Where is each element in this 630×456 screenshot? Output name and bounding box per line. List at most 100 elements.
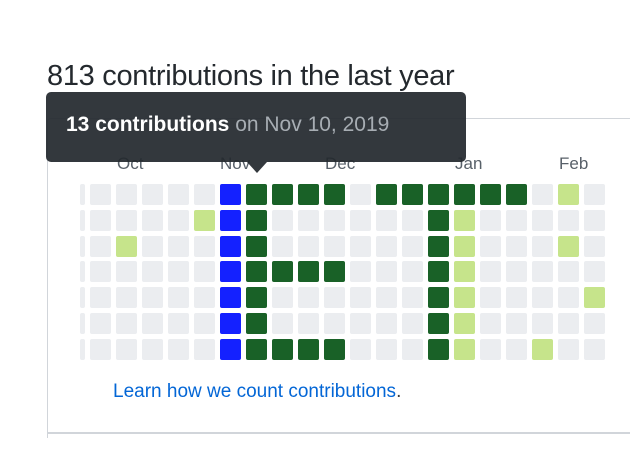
contribution-day[interactable] bbox=[194, 338, 215, 360]
contribution-day[interactable] bbox=[506, 313, 527, 335]
contribution-day[interactable] bbox=[324, 184, 345, 205]
contribution-day[interactable] bbox=[194, 287, 215, 309]
contribution-day[interactable] bbox=[324, 235, 345, 257]
contribution-day[interactable] bbox=[376, 313, 397, 335]
contribution-day[interactable] bbox=[402, 235, 423, 257]
contribution-day[interactable] bbox=[80, 209, 85, 231]
contribution-day[interactable] bbox=[584, 313, 605, 335]
contribution-day[interactable] bbox=[428, 209, 449, 231]
contribution-day[interactable] bbox=[350, 235, 371, 257]
contribution-day[interactable] bbox=[480, 235, 501, 257]
contribution-day[interactable] bbox=[558, 338, 579, 360]
contribution-day[interactable] bbox=[116, 184, 137, 205]
contribution-day[interactable] bbox=[194, 313, 215, 335]
contribution-day[interactable] bbox=[376, 261, 397, 283]
contribution-day[interactable] bbox=[142, 209, 163, 231]
contribution-day[interactable] bbox=[80, 313, 85, 335]
contribution-day[interactable] bbox=[298, 338, 319, 360]
contribution-day[interactable] bbox=[480, 261, 501, 283]
contribution-day[interactable] bbox=[90, 261, 111, 283]
contribution-day[interactable] bbox=[90, 209, 111, 231]
contribution-day[interactable] bbox=[402, 287, 423, 309]
contribution-day[interactable] bbox=[532, 235, 553, 257]
contribution-day[interactable] bbox=[168, 287, 189, 309]
contribution-day[interactable] bbox=[454, 209, 475, 231]
contribution-day-selected[interactable] bbox=[220, 338, 241, 360]
contribution-day[interactable] bbox=[272, 235, 293, 257]
contribution-day[interactable] bbox=[402, 338, 423, 360]
contribution-day[interactable] bbox=[298, 261, 319, 283]
contribution-day[interactable] bbox=[428, 184, 449, 205]
contribution-day[interactable] bbox=[298, 287, 319, 309]
contribution-day[interactable] bbox=[272, 287, 293, 309]
contribution-day[interactable] bbox=[246, 338, 267, 360]
contribution-day[interactable] bbox=[558, 184, 579, 205]
contribution-day[interactable] bbox=[298, 313, 319, 335]
contribution-day[interactable] bbox=[80, 261, 85, 283]
learn-how-we-count-link[interactable]: Learn how we count contributions bbox=[113, 381, 397, 402]
contribution-day[interactable] bbox=[350, 209, 371, 231]
contribution-day[interactable] bbox=[584, 261, 605, 283]
contribution-day[interactable] bbox=[558, 261, 579, 283]
contribution-day[interactable] bbox=[90, 287, 111, 309]
contribution-day[interactable] bbox=[532, 209, 553, 231]
contribution-day-selected[interactable] bbox=[220, 235, 241, 257]
contribution-day[interactable] bbox=[246, 287, 267, 309]
contribution-day[interactable] bbox=[80, 184, 85, 205]
contribution-day[interactable] bbox=[480, 313, 501, 335]
contribution-day[interactable] bbox=[454, 287, 475, 309]
contribution-day[interactable] bbox=[350, 313, 371, 335]
contribution-day[interactable] bbox=[350, 338, 371, 360]
contribution-day[interactable] bbox=[428, 287, 449, 309]
contribution-day[interactable] bbox=[402, 209, 423, 231]
contribution-day[interactable] bbox=[272, 209, 293, 231]
contribution-day[interactable] bbox=[532, 261, 553, 283]
contribution-day[interactable] bbox=[116, 313, 137, 335]
contribution-day-selected[interactable] bbox=[220, 287, 241, 309]
contribution-day[interactable] bbox=[324, 287, 345, 309]
contribution-day-selected[interactable] bbox=[220, 184, 241, 205]
contribution-day[interactable] bbox=[584, 209, 605, 231]
contribution-day[interactable] bbox=[428, 313, 449, 335]
contribution-day[interactable] bbox=[90, 235, 111, 257]
contribution-day[interactable] bbox=[506, 338, 527, 360]
contribution-day[interactable] bbox=[90, 338, 111, 360]
contribution-day[interactable] bbox=[350, 261, 371, 283]
contribution-day[interactable] bbox=[90, 184, 111, 205]
contribution-day[interactable] bbox=[506, 184, 527, 205]
contribution-day[interactable] bbox=[116, 261, 137, 283]
contribution-day[interactable] bbox=[246, 209, 267, 231]
contribution-day-selected[interactable] bbox=[220, 209, 241, 231]
contribution-day-selected[interactable] bbox=[220, 313, 241, 335]
contribution-day[interactable] bbox=[350, 287, 371, 309]
contribution-day[interactable] bbox=[376, 235, 397, 257]
contribution-day[interactable] bbox=[376, 338, 397, 360]
contribution-day[interactable] bbox=[90, 313, 111, 335]
contribution-day[interactable] bbox=[168, 184, 189, 205]
contribution-day[interactable] bbox=[116, 287, 137, 309]
contribution-day[interactable] bbox=[506, 209, 527, 231]
contribution-day[interactable] bbox=[428, 235, 449, 257]
contribution-day[interactable] bbox=[506, 287, 527, 309]
contribution-day[interactable] bbox=[194, 184, 215, 205]
contribution-day[interactable] bbox=[80, 338, 85, 360]
contribution-day[interactable] bbox=[480, 209, 501, 231]
contribution-day[interactable] bbox=[532, 313, 553, 335]
contribution-day[interactable] bbox=[246, 261, 267, 283]
contribution-day[interactable] bbox=[142, 184, 163, 205]
contribution-day[interactable] bbox=[142, 235, 163, 257]
contribution-day[interactable] bbox=[324, 338, 345, 360]
contribution-day[interactable] bbox=[532, 287, 553, 309]
contribution-day[interactable] bbox=[168, 209, 189, 231]
contribution-day[interactable] bbox=[584, 338, 605, 360]
contribution-day[interactable] bbox=[80, 235, 85, 257]
contribution-day[interactable] bbox=[454, 338, 475, 360]
contribution-day[interactable] bbox=[298, 235, 319, 257]
contribution-day[interactable] bbox=[402, 313, 423, 335]
contribution-day[interactable] bbox=[402, 184, 423, 205]
contribution-day[interactable] bbox=[506, 235, 527, 257]
contribution-day[interactable] bbox=[194, 261, 215, 283]
contribution-day[interactable] bbox=[324, 313, 345, 335]
contribution-day[interactable] bbox=[168, 261, 189, 283]
contribution-day[interactable] bbox=[506, 261, 527, 283]
